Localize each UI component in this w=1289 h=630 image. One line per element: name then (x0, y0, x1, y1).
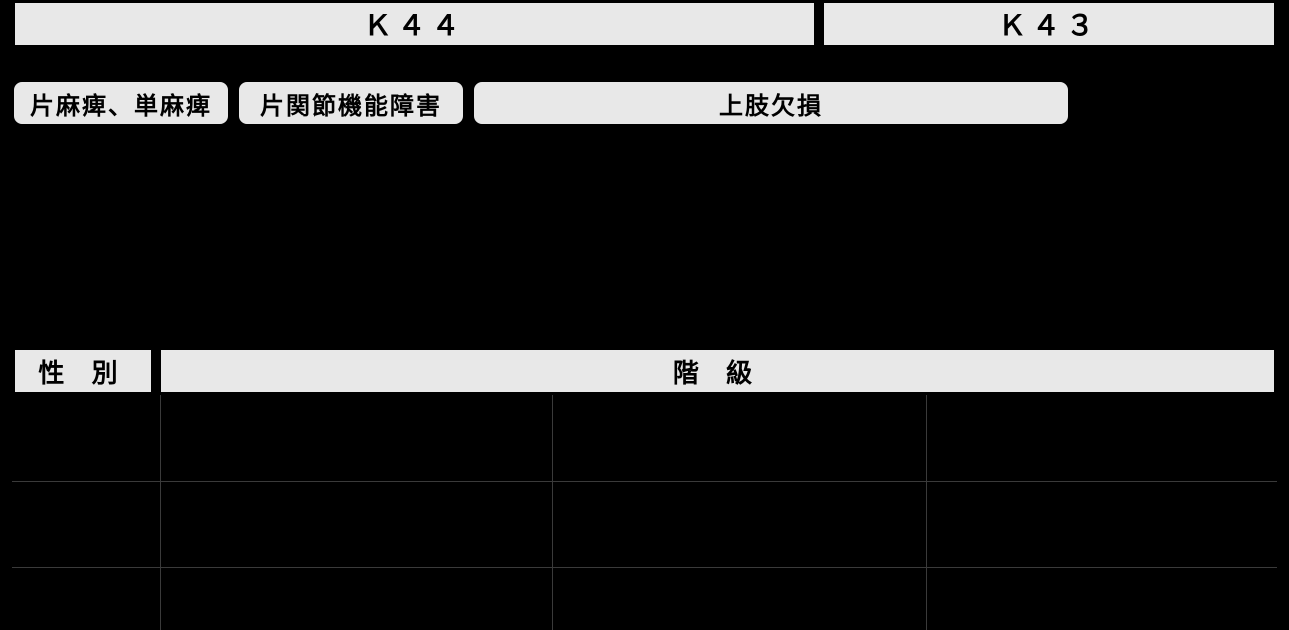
badge-label: 片関節機能障害 (260, 86, 442, 121)
top-label-left: Ｋ４４ (363, 4, 465, 44)
page: Ｋ４４ Ｋ４３ 片麻痺、単麻痺 片関節機能障害 上肢欠損 性 別 階 級 (0, 0, 1289, 630)
grid-hline (12, 481, 1277, 482)
badge-label: 片麻痺、単麻痺 (30, 86, 212, 121)
second-row: 性 別 階 級 (12, 347, 1277, 395)
top-cell-k43: Ｋ４３ (821, 0, 1277, 48)
grid-vline (552, 395, 553, 630)
second-label-right: 階 級 (673, 353, 762, 390)
top-row: Ｋ４４ Ｋ４３ (12, 0, 1277, 48)
badge-joint-dysfunction: 片関節機能障害 (237, 80, 465, 126)
second-cell-class: 階 級 (158, 347, 1277, 395)
badge-row: 片麻痺、単麻痺 片関節機能障害 上肢欠損 (12, 80, 1277, 128)
second-cell-gender: 性 別 (12, 347, 154, 395)
grid-hline (12, 567, 1277, 568)
grid-vline (160, 395, 161, 630)
second-label-left: 性 別 (38, 353, 127, 390)
grid-area (12, 395, 1277, 630)
badge-hemiplegia: 片麻痺、単麻痺 (12, 80, 230, 126)
top-cell-k44: Ｋ４４ (12, 0, 817, 48)
badge-upper-limb-loss: 上肢欠損 (472, 80, 1070, 126)
top-label-right: Ｋ４３ (998, 4, 1100, 44)
badge-label: 上肢欠損 (719, 86, 823, 121)
grid-vline (926, 395, 927, 630)
